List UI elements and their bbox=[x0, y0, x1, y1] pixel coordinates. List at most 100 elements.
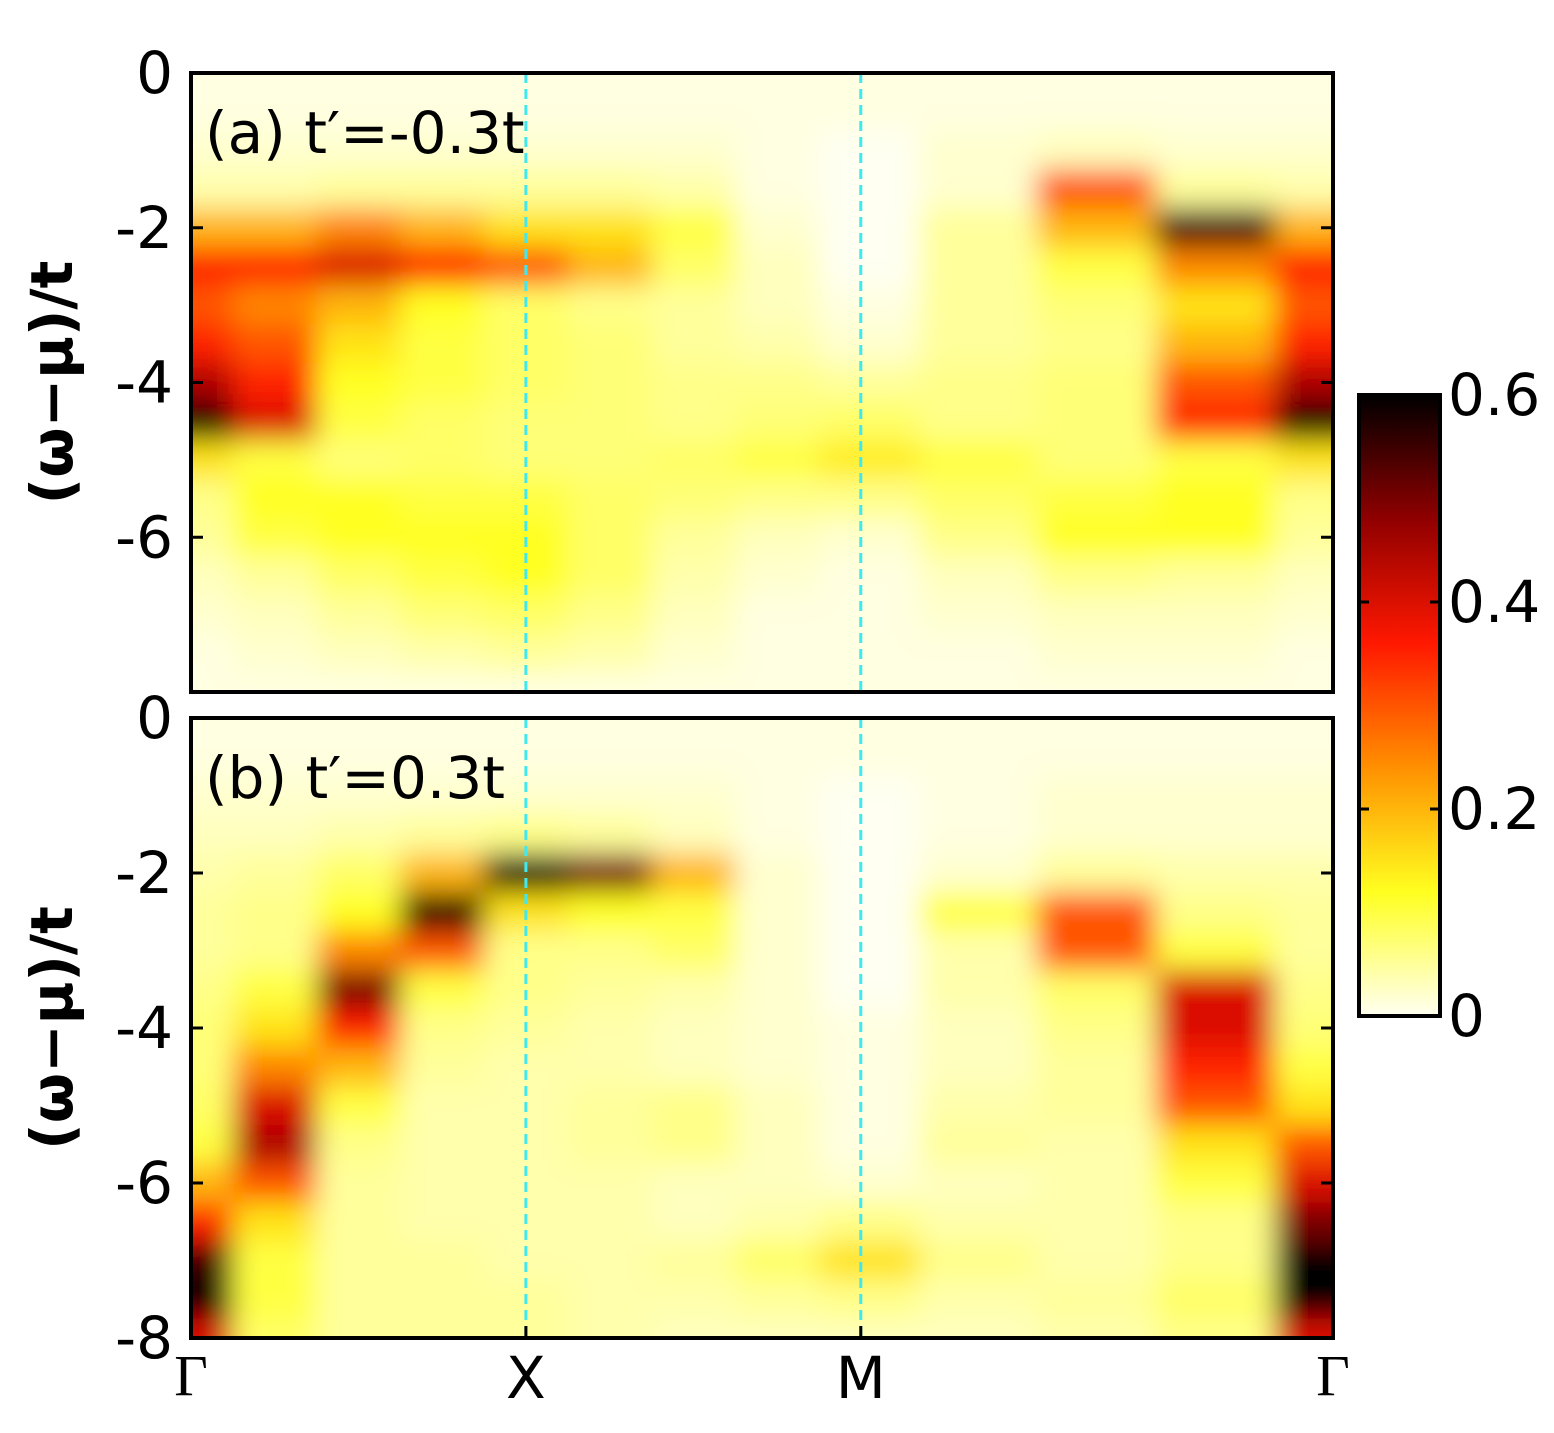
heat-cell bbox=[567, 73, 652, 93]
heat-cell bbox=[191, 556, 234, 596]
heat-cell bbox=[567, 892, 652, 932]
heat-cell bbox=[818, 247, 920, 287]
panel-annotation: (b) t′=0.3t bbox=[205, 744, 505, 812]
heat-cell bbox=[1155, 517, 1275, 558]
heat-cell bbox=[316, 1279, 401, 1320]
heat-cell bbox=[191, 672, 234, 692]
heat-cell bbox=[1036, 479, 1157, 519]
heat-cell bbox=[735, 73, 820, 93]
heat-cell bbox=[191, 969, 234, 1010]
heat-cell bbox=[818, 718, 920, 738]
heat-cell bbox=[1274, 737, 1333, 777]
heat-cell bbox=[567, 1241, 652, 1281]
heat-cell bbox=[191, 776, 234, 816]
heat-cell bbox=[400, 814, 485, 855]
heat-cell bbox=[1274, 169, 1333, 209]
heat-cell bbox=[735, 1047, 820, 1087]
heat-cell bbox=[232, 814, 318, 855]
heat-cell bbox=[1036, 556, 1157, 596]
heat-cell bbox=[316, 776, 401, 816]
heat-cell bbox=[919, 1279, 1038, 1320]
heat-cell bbox=[232, 633, 318, 674]
heat-cell bbox=[567, 556, 652, 596]
heat-cell bbox=[1036, 1241, 1157, 1281]
heat-cell bbox=[232, 1047, 318, 1087]
heat-cell bbox=[400, 737, 485, 777]
heat-cell bbox=[651, 1318, 736, 1338]
heat-cell bbox=[651, 1008, 736, 1048]
heat-cell bbox=[1274, 247, 1333, 287]
heat-cell bbox=[400, 672, 485, 692]
heat-cell bbox=[1155, 1279, 1275, 1320]
heat-cell bbox=[1036, 324, 1157, 364]
heat-cell bbox=[400, 169, 485, 209]
heat-cell bbox=[735, 324, 820, 364]
heat-cell bbox=[651, 853, 736, 893]
heat-cell bbox=[1036, 853, 1157, 893]
heat-cell bbox=[1274, 479, 1333, 519]
heat-cell bbox=[1274, 718, 1333, 738]
heat-cell bbox=[1036, 737, 1157, 777]
heat-cell bbox=[651, 633, 736, 674]
heat-cell bbox=[651, 595, 736, 635]
colorbar-tick-label: 0 bbox=[1448, 982, 1485, 1050]
heat-cell bbox=[400, 969, 485, 1010]
heat-cell bbox=[316, 633, 401, 674]
heat-cell bbox=[191, 131, 234, 171]
heat-cell bbox=[1036, 1163, 1157, 1203]
heat-cell bbox=[1036, 169, 1157, 209]
heat-cell bbox=[191, 1202, 234, 1242]
heat-cell bbox=[400, 92, 485, 132]
heat-cell bbox=[818, 401, 920, 442]
heat-cell bbox=[651, 92, 736, 132]
heat-cell bbox=[232, 1124, 318, 1165]
heat-cell bbox=[1155, 363, 1275, 403]
heat-cell bbox=[1274, 1279, 1333, 1320]
heat-cell bbox=[191, 1241, 234, 1281]
heat-cell bbox=[1274, 776, 1333, 816]
heat-cell bbox=[818, 1047, 920, 1087]
heat-cell bbox=[232, 853, 318, 893]
heat-cell bbox=[651, 1241, 736, 1281]
heat-cell bbox=[232, 479, 318, 519]
heat-cell bbox=[651, 517, 736, 558]
heat-cell bbox=[1036, 1047, 1157, 1087]
heat-cell bbox=[232, 1163, 318, 1203]
heat-cell bbox=[651, 931, 736, 971]
heat-cell bbox=[1155, 1047, 1275, 1087]
heat-cell bbox=[818, 517, 920, 558]
heat-cell bbox=[1036, 1124, 1157, 1165]
heat-cell bbox=[1036, 73, 1157, 93]
heat-cell bbox=[735, 718, 820, 738]
heat-cell bbox=[1155, 776, 1275, 816]
heat-cell bbox=[919, 479, 1038, 519]
heat-cell bbox=[919, 633, 1038, 674]
heat-cell bbox=[232, 92, 318, 132]
heat-cell bbox=[919, 814, 1038, 855]
heat-cell bbox=[1036, 931, 1157, 971]
heat-cell bbox=[919, 931, 1038, 971]
heat-cell bbox=[651, 73, 736, 93]
heat-cell bbox=[1036, 969, 1157, 1010]
heat-cell bbox=[232, 517, 318, 558]
heat-cell bbox=[316, 595, 401, 635]
heat-cell bbox=[232, 208, 318, 248]
panel-annotation: (a) t′=-0.3t bbox=[205, 99, 525, 167]
heat-cell bbox=[191, 892, 234, 932]
heat-cell bbox=[1036, 1318, 1157, 1338]
heat-cell bbox=[735, 1241, 820, 1281]
heat-cell bbox=[1155, 1318, 1275, 1338]
heat-cell bbox=[191, 324, 234, 364]
heat-cell bbox=[651, 814, 736, 855]
heat-cell bbox=[567, 1047, 652, 1087]
heat-cell bbox=[1155, 718, 1275, 738]
heat-cell bbox=[232, 1202, 318, 1242]
heat-cell bbox=[232, 169, 318, 209]
heat-cell bbox=[735, 1279, 820, 1320]
heat-cell bbox=[1274, 633, 1333, 674]
heat-cell bbox=[651, 892, 736, 932]
heat-cell bbox=[1155, 285, 1275, 325]
heat-cell bbox=[919, 718, 1038, 738]
heat-cell bbox=[818, 853, 920, 893]
heat-cell bbox=[818, 969, 920, 1010]
